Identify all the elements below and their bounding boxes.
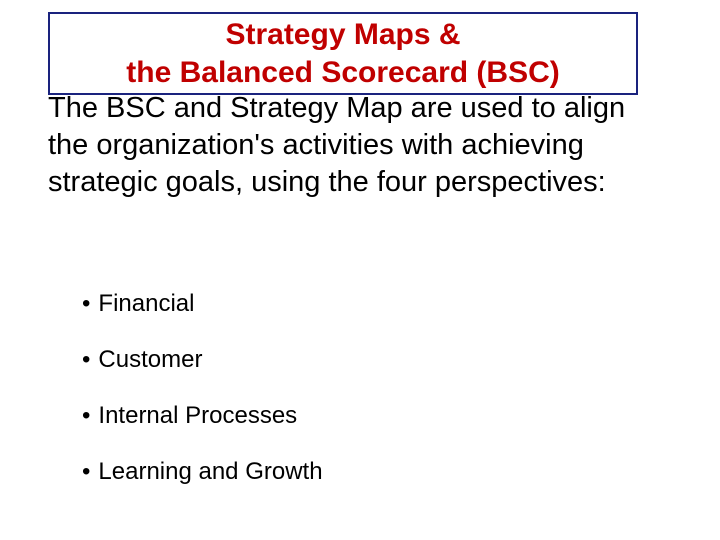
body-paragraph: The BSC and Strategy Map are used to ali… (48, 90, 648, 201)
bullet-label: Learning and Growth (98, 458, 322, 486)
list-item: • Internal Processes (82, 402, 642, 430)
title-line-2: the Balanced Scorecard (BSC) (58, 54, 628, 92)
bullet-icon: • (82, 290, 90, 318)
bullet-list: • Financial • Customer • Internal Proces… (82, 290, 642, 514)
list-item: • Financial (82, 290, 642, 318)
list-item: • Learning and Growth (82, 458, 642, 486)
bullet-label: Internal Processes (98, 402, 297, 430)
title-box: Strategy Maps & the Balanced Scorecard (… (48, 12, 638, 95)
title-line-1: Strategy Maps & (58, 16, 628, 54)
bullet-label: Customer (98, 346, 202, 374)
bullet-label: Financial (98, 290, 194, 318)
bullet-icon: • (82, 458, 90, 486)
list-item: • Customer (82, 346, 642, 374)
bullet-icon: • (82, 402, 90, 430)
bullet-icon: • (82, 346, 90, 374)
